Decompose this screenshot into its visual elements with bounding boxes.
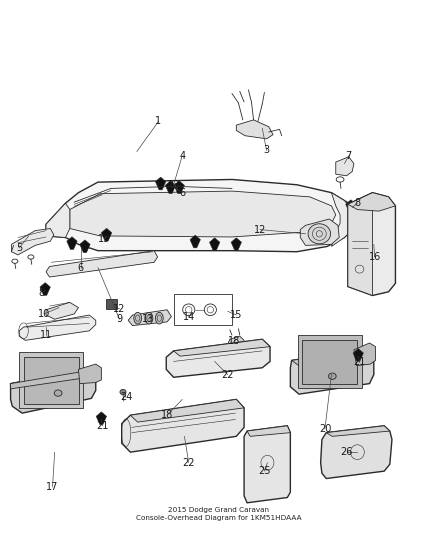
- Text: 21: 21: [353, 358, 366, 367]
- Text: 18: 18: [161, 410, 173, 420]
- Text: 22: 22: [221, 369, 234, 379]
- Text: 14: 14: [183, 312, 195, 321]
- Text: 25: 25: [258, 466, 271, 476]
- Polygon shape: [174, 181, 184, 193]
- Polygon shape: [128, 310, 171, 326]
- Polygon shape: [300, 219, 339, 245]
- Text: 26: 26: [340, 447, 353, 457]
- Text: 16: 16: [368, 252, 381, 262]
- Polygon shape: [78, 364, 101, 384]
- Polygon shape: [209, 238, 220, 251]
- Ellipse shape: [145, 312, 153, 324]
- Polygon shape: [336, 157, 354, 176]
- Text: 23: 23: [167, 180, 180, 190]
- Polygon shape: [346, 200, 356, 213]
- Polygon shape: [131, 399, 244, 422]
- Polygon shape: [70, 191, 336, 237]
- Polygon shape: [332, 192, 357, 246]
- Polygon shape: [122, 399, 244, 452]
- Text: 8: 8: [39, 288, 45, 298]
- Ellipse shape: [120, 390, 126, 394]
- Polygon shape: [40, 282, 50, 295]
- Polygon shape: [326, 426, 390, 437]
- Text: 7: 7: [346, 151, 352, 161]
- Ellipse shape: [134, 312, 141, 324]
- Text: 8: 8: [354, 198, 360, 208]
- Text: 12: 12: [254, 224, 266, 235]
- Ellipse shape: [308, 224, 331, 244]
- Text: 5: 5: [16, 243, 22, 253]
- Text: 22: 22: [183, 458, 195, 468]
- Polygon shape: [46, 180, 355, 252]
- Text: 24: 24: [120, 392, 132, 402]
- Bar: [24, 357, 79, 403]
- Text: 13: 13: [141, 314, 154, 324]
- Polygon shape: [236, 120, 273, 139]
- Polygon shape: [190, 235, 201, 248]
- Polygon shape: [166, 181, 176, 193]
- Bar: [106, 299, 117, 309]
- Polygon shape: [11, 369, 96, 389]
- Polygon shape: [11, 229, 54, 255]
- Polygon shape: [101, 228, 112, 241]
- Polygon shape: [228, 336, 244, 348]
- Polygon shape: [80, 240, 90, 253]
- Polygon shape: [155, 177, 166, 190]
- Bar: [302, 341, 357, 384]
- Polygon shape: [19, 315, 96, 341]
- Polygon shape: [173, 340, 270, 356]
- Polygon shape: [354, 343, 375, 366]
- Bar: [19, 352, 83, 408]
- Polygon shape: [46, 251, 158, 277]
- Polygon shape: [46, 203, 70, 238]
- Polygon shape: [290, 350, 374, 394]
- Ellipse shape: [155, 312, 163, 324]
- Text: 4: 4: [179, 151, 185, 161]
- Text: 20: 20: [319, 424, 331, 434]
- Bar: [298, 335, 362, 388]
- Text: 6: 6: [179, 188, 185, 198]
- Bar: [173, 294, 232, 325]
- Polygon shape: [247, 426, 290, 437]
- Polygon shape: [166, 340, 270, 377]
- Polygon shape: [46, 302, 78, 319]
- Text: 3: 3: [264, 146, 270, 156]
- Polygon shape: [11, 369, 96, 413]
- Text: 2015 Dodge Grand Caravan
Console-Overhead Diagram for 1KM51HDAAA: 2015 Dodge Grand Caravan Console-Overhea…: [136, 507, 302, 521]
- Text: 21: 21: [96, 421, 109, 431]
- Polygon shape: [11, 369, 99, 389]
- Polygon shape: [353, 349, 364, 361]
- Polygon shape: [348, 192, 372, 295]
- Polygon shape: [96, 412, 106, 424]
- Text: 17: 17: [46, 482, 59, 492]
- Text: 10: 10: [38, 309, 50, 319]
- Text: 6: 6: [78, 263, 84, 272]
- Polygon shape: [348, 192, 396, 295]
- Polygon shape: [321, 426, 392, 479]
- Polygon shape: [348, 192, 396, 211]
- Text: 11: 11: [40, 330, 52, 340]
- Text: 18: 18: [228, 336, 240, 346]
- Text: 9: 9: [117, 314, 123, 324]
- Polygon shape: [292, 350, 374, 367]
- Polygon shape: [67, 237, 77, 249]
- Text: 1: 1: [155, 116, 162, 126]
- Ellipse shape: [328, 373, 336, 379]
- Text: 15: 15: [230, 310, 243, 320]
- Polygon shape: [231, 238, 241, 251]
- Ellipse shape: [54, 390, 62, 396]
- Polygon shape: [244, 426, 290, 503]
- Text: 19: 19: [98, 234, 110, 244]
- Text: 12: 12: [113, 304, 126, 314]
